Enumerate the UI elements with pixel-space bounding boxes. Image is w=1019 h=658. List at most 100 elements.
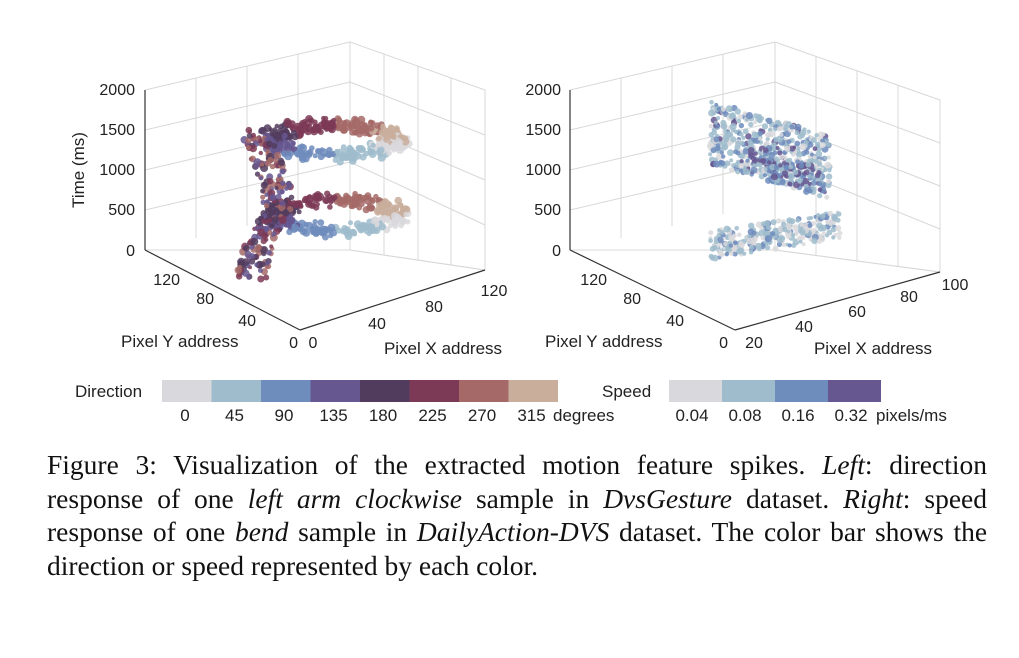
spike-point <box>292 200 300 209</box>
spike-point <box>296 209 302 215</box>
spike-point <box>332 124 337 129</box>
spike-point <box>719 150 724 155</box>
spike-point <box>245 137 252 144</box>
spike-point <box>812 155 817 160</box>
spike-point <box>753 120 758 125</box>
spike-point <box>254 171 261 177</box>
spike-point <box>331 194 338 201</box>
spike-point <box>261 218 267 224</box>
spike-point <box>356 204 363 211</box>
spike-point <box>318 129 324 136</box>
spike-point <box>788 173 795 180</box>
spike-point <box>776 236 784 244</box>
spike-point <box>724 251 730 257</box>
spike-point <box>249 144 257 153</box>
spike-point <box>720 107 726 112</box>
spike-point <box>733 149 739 155</box>
spike-point <box>273 158 278 164</box>
right-y-ticks: 120 80 40 0 <box>580 272 728 352</box>
spike-point <box>352 129 358 136</box>
legend-tick-label: 0.04 <box>675 406 708 425</box>
spike-point <box>271 216 279 224</box>
spike-point <box>766 117 773 125</box>
spike-point <box>816 238 822 244</box>
legend-tick-label: 45 <box>225 406 244 425</box>
spike-point <box>823 155 828 160</box>
spike-point <box>255 244 262 251</box>
right-z-tick: 0 <box>552 243 561 260</box>
legend-tick-label: 0.08 <box>728 406 761 425</box>
right-x-label: Pixel X address <box>814 339 932 358</box>
left-y-label: Pixel Y address <box>121 332 239 351</box>
spike-point <box>810 180 817 186</box>
spike-point <box>734 108 741 115</box>
spike-point <box>745 112 754 120</box>
spike-point <box>742 148 749 155</box>
spike-point <box>317 227 324 233</box>
caption-left-text-3: dataset. <box>745 482 830 514</box>
spike-point <box>260 162 265 167</box>
spike-point <box>387 124 394 131</box>
right-y-tick: 0 <box>719 335 728 352</box>
speed-swatches <box>669 380 881 402</box>
spike-point <box>833 232 838 237</box>
spike-point <box>814 141 821 148</box>
right-spike-points <box>707 99 843 262</box>
right-y-tick: 80 <box>623 291 641 308</box>
spike-point <box>328 233 334 239</box>
spike-point <box>801 242 806 247</box>
direction-unit: degrees <box>553 406 614 425</box>
spike-point <box>269 193 277 201</box>
spike-point <box>755 221 763 228</box>
right-z-ticks: 2000 1500 1000 500 0 <box>525 82 561 260</box>
spike-point <box>339 125 349 134</box>
spike-point <box>379 123 386 130</box>
spike-point <box>350 229 356 234</box>
spike-point <box>805 161 812 168</box>
spike-point <box>299 227 308 236</box>
spike-point <box>717 228 721 232</box>
spike-point <box>399 218 404 223</box>
direction-legend: Direction 0 45 90 135 180 225 270 315 degrees <box>75 380 614 425</box>
spike-point <box>794 130 800 136</box>
spike-point <box>388 207 395 214</box>
spike-point <box>398 139 404 145</box>
spike-point <box>257 268 263 273</box>
legend-tick-label: 315 <box>517 406 545 425</box>
spike-point <box>323 197 330 204</box>
spike-point <box>786 217 793 224</box>
spike-point <box>831 215 839 222</box>
spike-point <box>722 140 728 146</box>
spike-point <box>800 182 805 187</box>
spike-point <box>817 187 823 193</box>
spike-point <box>261 233 268 240</box>
spike-point <box>732 251 738 257</box>
spike-point <box>798 162 805 169</box>
spike-point <box>745 158 750 163</box>
spike-point <box>262 225 270 233</box>
spike-point <box>778 163 783 168</box>
spike-point <box>312 219 318 225</box>
spike-point <box>264 193 269 197</box>
legend-tick-label: 0.16 <box>781 406 814 425</box>
spike-point <box>354 152 362 160</box>
spike-point <box>274 123 280 129</box>
spike-point <box>300 129 306 135</box>
spike-point <box>807 223 813 229</box>
spike-point <box>721 154 726 159</box>
caption-right-label: Right <box>843 482 903 514</box>
spike-point <box>257 275 265 283</box>
spike-point <box>746 237 754 245</box>
spike-point <box>807 181 812 186</box>
spike-point <box>737 114 743 120</box>
spike-point <box>738 163 744 169</box>
spike-point <box>764 140 770 147</box>
spike-point <box>713 160 721 168</box>
spike-point <box>781 242 787 248</box>
spike-point <box>817 181 823 187</box>
spike-point <box>298 122 305 128</box>
spike-point <box>715 124 720 129</box>
spike-point <box>751 230 757 236</box>
spike-point <box>348 220 353 226</box>
